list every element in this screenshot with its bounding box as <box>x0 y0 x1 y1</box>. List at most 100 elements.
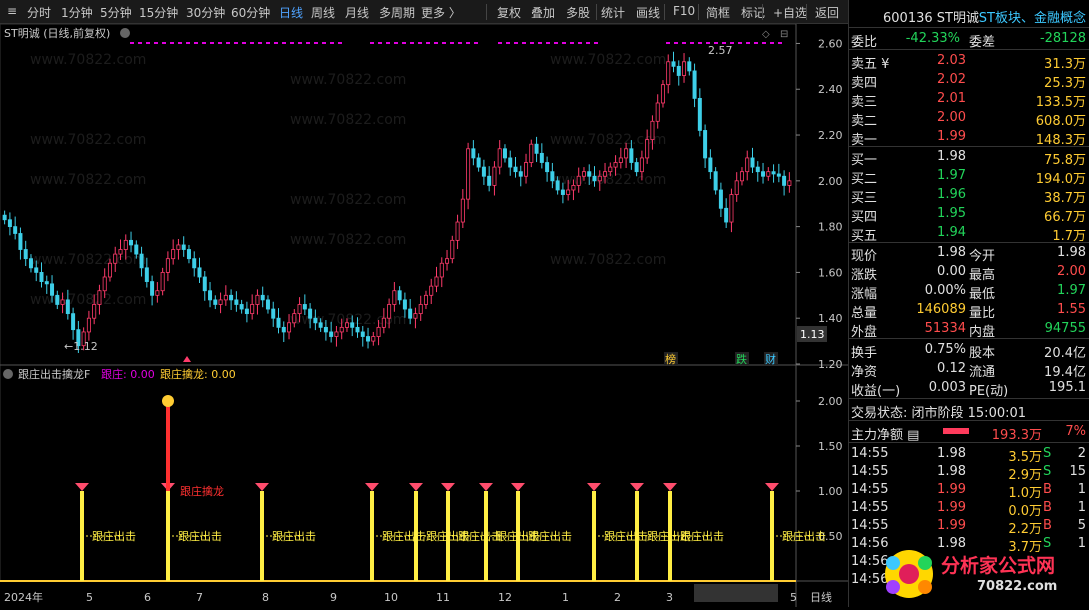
toolbar-item-2[interactable]: 5分钟 <box>100 6 132 20</box>
signal-dash <box>226 42 230 44</box>
tick-row: 14:56 <box>849 571 1089 589</box>
candle-body <box>460 198 465 223</box>
candle-body <box>366 336 371 342</box>
candle-body <box>7 219 12 228</box>
cell: 0.00% <box>924 283 966 298</box>
candle-body <box>718 189 723 209</box>
toolbar-item-20[interactable]: 返回 <box>815 6 840 20</box>
toolbar-item-9[interactable]: 多周期 <box>379 6 416 20</box>
candle-body <box>218 299 223 305</box>
chart-svg[interactable]: www.70822.com www.70822.com www.70822.com w… <box>0 23 848 607</box>
toolbar-item-1[interactable]: 1分钟 <box>61 6 93 20</box>
signal-dash <box>306 42 310 44</box>
panel-divider <box>849 242 1089 243</box>
cell: 1.98 <box>937 536 966 551</box>
toolbar-item-14[interactable]: 统计 <box>601 6 626 20</box>
signal-dash <box>338 42 342 44</box>
toolbar-item-0[interactable]: 分时 <box>27 6 52 20</box>
toolbar-item-19[interactable]: +自选 <box>773 6 808 20</box>
toolbar-item-5[interactable]: 60分钟 <box>231 6 271 20</box>
toolbar-item-7[interactable]: 周线 <box>311 6 336 20</box>
candle-body <box>334 331 339 337</box>
signal-dash <box>594 42 598 44</box>
candle-body <box>234 299 239 305</box>
quote-row: 外盘 51334 内盘 94755 <box>849 320 1089 340</box>
candle-body <box>439 262 444 278</box>
tick-row: 14:56 1.98 3.7万 S 1 <box>849 535 1089 555</box>
y-tick-label: 1.40 <box>818 312 843 325</box>
indicator-value-1: 跟庄: 0.00 <box>101 367 155 381</box>
buy-row: 买五 1.94 1.7万 <box>849 224 1089 244</box>
toolbar-item-4[interactable]: 30分钟 <box>186 6 226 20</box>
ind-y-tick-label: 0.50 <box>818 530 843 543</box>
menu-icon[interactable]: ≡ <box>7 4 18 18</box>
cell: B <box>1043 518 1052 533</box>
cell: 流通 <box>969 365 996 380</box>
cell: 最高 <box>969 268 996 283</box>
collapse-icon: ⊟ <box>780 29 788 40</box>
candle-body <box>318 322 323 328</box>
candle-body <box>550 171 555 182</box>
candle-body <box>782 175 787 186</box>
toolbar-item-6[interactable]: 日线 <box>279 6 304 20</box>
cell: -28128 <box>1039 31 1086 46</box>
toolbar-item-8[interactable]: 月线 <box>345 6 370 20</box>
toolbar-item-15[interactable]: 画线 <box>636 6 661 20</box>
candle-body <box>413 313 418 319</box>
cell: 卖二 <box>851 114 878 129</box>
signal-dash <box>746 42 750 44</box>
toolbar-item-10[interactable]: 更多 〉 <box>421 6 461 20</box>
signal-label: 跟庄出击 <box>680 529 724 543</box>
signal-dash <box>682 42 686 44</box>
candle-body <box>692 70 697 99</box>
signal-dash <box>202 42 206 44</box>
candle-body <box>118 249 123 255</box>
sell-row: 卖三 2.01 133.5万 <box>849 90 1089 110</box>
candle-body <box>682 61 687 76</box>
cell: 今开 <box>969 249 996 264</box>
y-tick-label: 1.20 <box>818 358 843 371</box>
cell: 14:55 <box>851 500 889 515</box>
fin-row: 净资 0.12 流通 19.4亿 <box>849 360 1089 380</box>
toolbar-item-12[interactable]: 叠加 <box>531 6 556 20</box>
candle-body <box>28 258 33 269</box>
toolbar-item-3[interactable]: 15分钟 <box>139 6 179 20</box>
signal-dash <box>458 42 462 44</box>
cell: 净资 <box>851 365 878 380</box>
block-tags: ST板块、金融概念 <box>978 11 1086 26</box>
stock-header: 600136 ST明诚 ST板块、金融概念 <box>849 6 1089 26</box>
cell: 1.99 <box>937 482 966 497</box>
cell: 涨跌 <box>851 268 878 283</box>
chart-area[interactable]: www.70822.com www.70822.com www.70822.com w… <box>0 23 848 607</box>
gem-icon <box>663 483 677 491</box>
signal-dash <box>722 42 726 44</box>
candle-body <box>339 326 344 333</box>
y-tick-label: 2.20 <box>818 129 843 142</box>
cell: 1.99 <box>937 500 966 515</box>
watermark-text: www.70822.com <box>30 292 146 308</box>
candle-body <box>481 166 486 177</box>
toolbar-item-11[interactable]: 复权 <box>497 6 522 20</box>
logo-text: 分析家公式网 <box>941 555 1056 577</box>
signal-dash <box>146 42 150 44</box>
sell-row: 卖五 ¥ 2.03 31.3万 <box>849 52 1089 72</box>
indicator-menu-icon[interactable] <box>3 369 13 379</box>
cell: 卖四 <box>851 76 878 91</box>
title-menu-icon[interactable] <box>120 28 130 38</box>
flow-bar <box>943 428 969 434</box>
toolbar-item-18[interactable]: 标记 <box>741 6 766 20</box>
cell: B <box>1043 482 1052 497</box>
toolbar-divider <box>596 4 597 20</box>
candle-body <box>755 166 760 173</box>
watermark-text: www.70822.com <box>290 112 406 128</box>
toolbar-item-17[interactable]: 简框 <box>706 6 731 20</box>
signal-dash <box>738 42 742 44</box>
signal-dash <box>426 42 430 44</box>
candle-body <box>739 171 744 182</box>
toolbar-divider <box>664 4 665 20</box>
money-bag-icon <box>162 395 174 407</box>
toolbar-item-16[interactable]: F10 <box>673 4 696 18</box>
candle-body <box>555 180 560 191</box>
toolbar-item-13[interactable]: 多股 <box>566 6 591 20</box>
cell: 0.00 <box>937 264 966 279</box>
